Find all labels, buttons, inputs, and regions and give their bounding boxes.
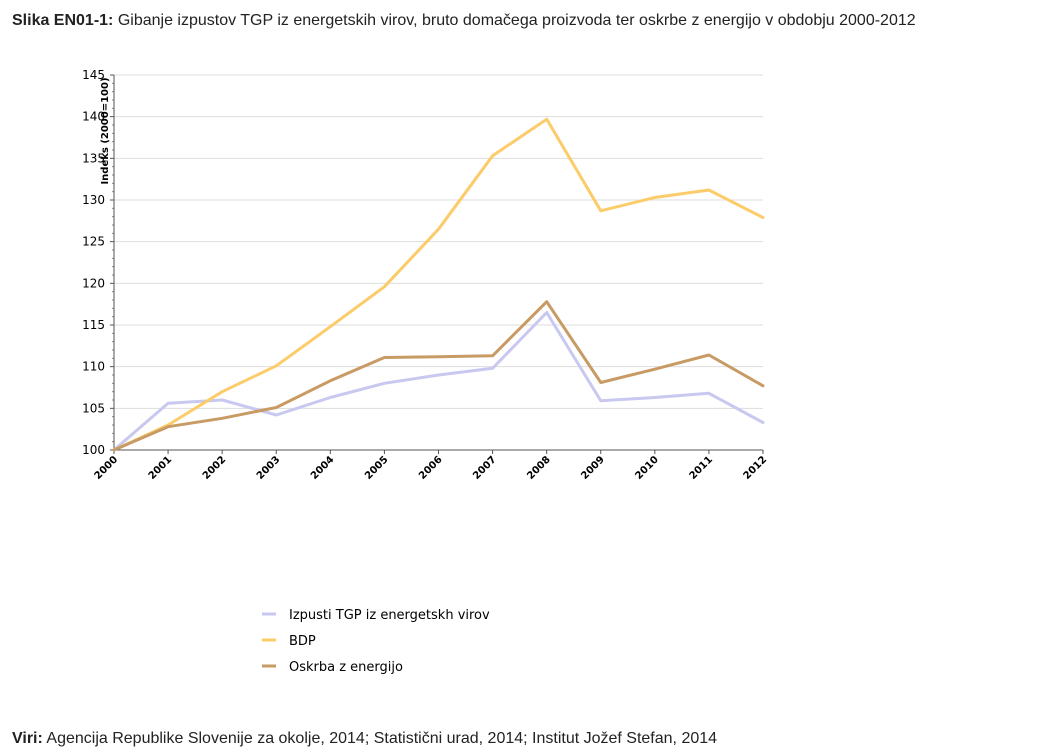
x-tick-label-2010: 2010 — [633, 454, 660, 481]
x-tick-label-2008: 2008 — [525, 454, 552, 481]
y-axis-label: Indeks (2000=100) — [100, 77, 111, 184]
x-tick-label-2005: 2005 — [363, 454, 390, 481]
y-tick-label-100: 100 — [82, 443, 105, 457]
x-tick-label-2012: 2012 — [742, 454, 769, 481]
sources-lead: Viri: — [12, 730, 43, 747]
y-tick-label-115: 115 — [82, 318, 105, 332]
x-tick-label-2001: 2001 — [147, 454, 174, 481]
y-tick-label-145: 145 — [82, 68, 105, 82]
y-tick-label-125: 125 — [82, 235, 105, 249]
x-tick-label-2011: 2011 — [688, 454, 715, 481]
y-tick-label-140: 140 — [82, 110, 105, 124]
legend-label-2: Oskrba z energijo — [289, 660, 403, 675]
x-tick-label-2000: 2000 — [93, 454, 120, 481]
grid-lines — [114, 74, 763, 451]
legend: Izpusti TGP iz energetskh virov BDP Oskrba… — [262, 608, 490, 675]
x-tick-label-2007: 2007 — [471, 454, 498, 481]
figure-caption-lead: Slika EN01-1: — [12, 12, 114, 29]
series-lines — [112, 117, 765, 452]
series-line-2 — [112, 300, 765, 452]
legend-label-1: BDP — [289, 634, 316, 649]
figure-caption-text: Gibanje izpustov TGP iz energetskih viro… — [113, 12, 916, 29]
sources-text: Agencija Republike Slovenije za okolje, … — [42, 730, 718, 747]
sources-note: Viri: Agencija Republike Slovenije za ok… — [12, 730, 717, 748]
y-tick-label-110: 110 — [82, 360, 105, 374]
legend-label-0: Izpusti TGP iz energetskh virov — [289, 608, 490, 623]
x-tick-label-2006: 2006 — [417, 454, 444, 481]
figure-caption: Slika EN01-1: Gibanje izpustov TGP iz en… — [12, 12, 916, 30]
x-tick-label-2009: 2009 — [579, 454, 606, 481]
y-tick-label-135: 135 — [82, 151, 105, 165]
series-line-1 — [112, 117, 765, 452]
x-tick-label-2002: 2002 — [201, 454, 228, 481]
y-tick-label-120: 120 — [82, 276, 105, 290]
axes: 100 105 110 115 120 125 130 135 140 145 2000 2001 20… — [82, 68, 769, 482]
x-tick-label-2003: 2003 — [255, 454, 282, 481]
y-tick-label-130: 130 — [82, 193, 105, 207]
x-tick-label-2004: 2004 — [309, 454, 336, 481]
series-line-0 — [112, 311, 765, 452]
y-tick-label-105: 105 — [82, 401, 105, 415]
line-chart: 100 105 110 115 120 125 130 135 140 145 2000 2001 20… — [82, 68, 769, 675]
